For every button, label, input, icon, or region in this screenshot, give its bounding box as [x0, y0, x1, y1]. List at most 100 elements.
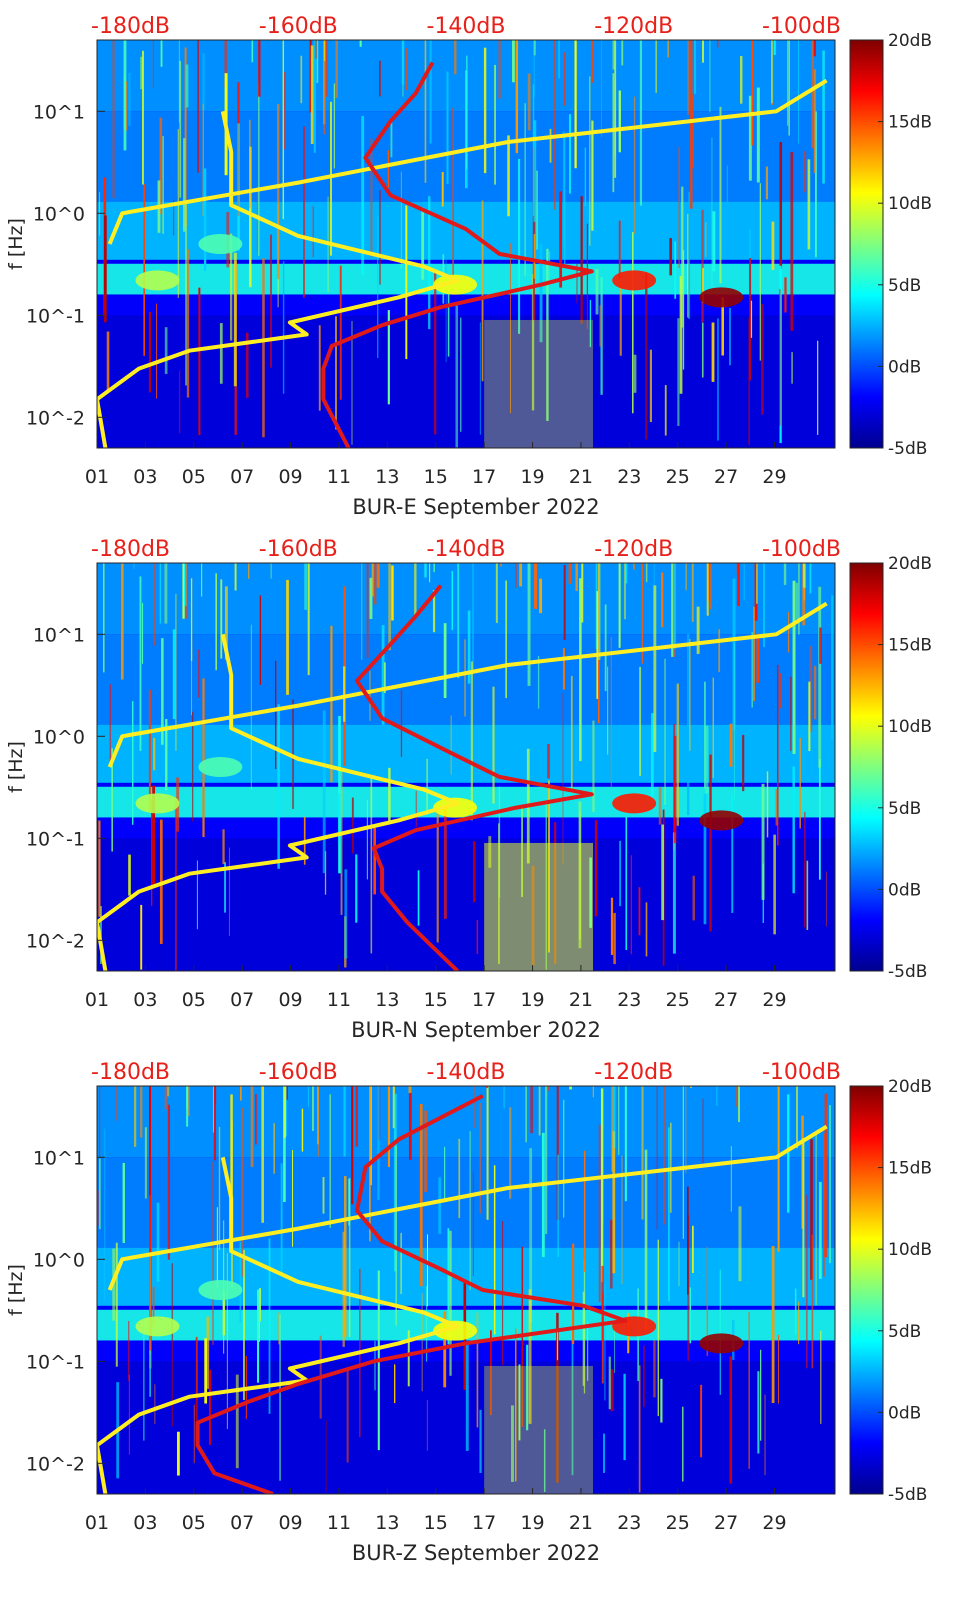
top-db-tick-label: -120dB: [594, 537, 673, 562]
spectrogram-streak: [377, 1086, 380, 1200]
spectrogram-streak: [120, 563, 124, 680]
top-db-tick-label: -140dB: [427, 1060, 506, 1085]
spectrogram-streak: [243, 1249, 245, 1401]
spectrogram-streak: [376, 563, 380, 588]
spectrogram-streak: [344, 869, 348, 959]
spectrogram-streak: [476, 1312, 479, 1428]
spectrogram-streak: [533, 120, 537, 222]
spectrogram-streak: [790, 151, 794, 331]
spectrogram-streak: [549, 128, 552, 163]
plot-frame: [96, 562, 836, 972]
spectrogram-streak: [186, 249, 190, 398]
spectrogram-streak: [421, 207, 425, 280]
top-db-tick-label: -100dB: [762, 1060, 841, 1085]
spectrogram-streak: [106, 331, 110, 393]
spectrogram-streak: [407, 1330, 410, 1387]
spectrogram-streak: [387, 150, 390, 188]
spectrogram-streak: [717, 318, 719, 441]
spectrogram-streak: [751, 40, 754, 146]
spectrogram-streak: [99, 192, 101, 236]
spectrogram-streak: [179, 60, 182, 198]
spectrogram-streak: [776, 664, 779, 846]
spectrogram-streak: [359, 40, 362, 47]
spectrogram-streak: [343, 1176, 347, 1337]
spectrogram-streak: [426, 1400, 428, 1451]
spectrogram-streak: [387, 310, 390, 405]
spectrogram-streak: [472, 1172, 474, 1276]
spectrogram-streak: [798, 1301, 800, 1345]
x-tick-label: 05: [182, 989, 206, 1011]
top-db-tick-label: -180dB: [91, 537, 170, 562]
spectrogram-streak: [250, 624, 252, 790]
spectrogram-streak: [621, 1155, 623, 1285]
spectrogram-streak: [589, 299, 592, 348]
spectrogram-streak: [692, 875, 695, 921]
spectrogram-streak: [507, 135, 510, 217]
spectrogram-streak: [384, 662, 386, 693]
spectrogram-streak: [607, 666, 609, 755]
spectrogram-streak: [414, 563, 417, 615]
spectrogram-streak: [576, 263, 578, 304]
spectrogram-streak: [280, 1163, 283, 1274]
spectrogram-streak: [818, 1181, 822, 1279]
spectrogram-streak: [122, 1162, 125, 1244]
x-tick-label: 13: [375, 466, 399, 488]
spectrogram-band: [97, 1086, 835, 1158]
spectrogram-streak: [546, 1086, 550, 1092]
x-tick-label: 19: [520, 1512, 544, 1534]
y-axis-label: f [Hz]: [5, 1264, 27, 1316]
spectrogram-streak: [515, 1328, 517, 1482]
spectrogram-streak: [452, 107, 455, 286]
colorbar-tick-label: -5dB: [888, 962, 927, 982]
spectrogram-streak: [395, 1146, 397, 1326]
spectrogram-streak: [307, 563, 310, 676]
spectrogram-energy-blob: [135, 1316, 180, 1337]
spectrogram-streak: [667, 40, 669, 58]
x-tick-label: 27: [714, 989, 738, 1011]
spectrogram-streak: [282, 261, 285, 394]
spectrogram-streak: [212, 1086, 215, 1133]
spectrogram-streak: [777, 1086, 780, 1252]
spectrogram-streak: [672, 832, 676, 954]
spectrogram-streak: [761, 304, 764, 415]
x-tick-label: 07: [230, 466, 254, 488]
spectrogram-streak: [284, 72, 286, 150]
spectrogram-streak: [664, 658, 666, 805]
spectrogram-energy-blob: [135, 793, 180, 814]
spectrogram-streak: [498, 786, 501, 898]
spectrogram-streak: [726, 165, 728, 247]
spectrogram-streak: [817, 340, 819, 435]
x-tick-label: 25: [666, 1512, 690, 1534]
spectrogram-streak: [204, 1338, 208, 1404]
spectrogram-streak: [598, 1124, 601, 1303]
spectrogram-streak: [251, 40, 254, 63]
spectrogram-streak: [512, 40, 515, 83]
x-tick-label: 05: [182, 466, 206, 488]
spectrogram-streak: [149, 1350, 151, 1397]
spectrogram-streak: [485, 1086, 489, 1088]
spectrogram-streak: [611, 1086, 614, 1172]
spectrogram-streak: [224, 40, 227, 88]
spectrogram-streak: [111, 748, 113, 852]
spectrogram-streak: [257, 1289, 260, 1383]
spectrogram-streak: [377, 216, 379, 359]
spectrogram-streak: [795, 582, 798, 620]
spectrogram-streak: [829, 1104, 831, 1264]
spectrogram-streak: [178, 40, 180, 123]
colorbar-tick-label: 10dB: [888, 1240, 932, 1260]
spectrogram-band: [97, 315, 835, 448]
spectrogram-streak: [421, 1293, 423, 1392]
spectrogram-streak: [343, 1086, 346, 1157]
spectrogram-streak: [574, 40, 577, 169]
spectrogram-streak: [536, 170, 538, 250]
x-tick-label: 19: [520, 989, 544, 1011]
spectrogram-streak: [167, 1086, 170, 1097]
spectrogram-streak: [312, 1086, 314, 1131]
spectrogram-streak: [490, 1330, 492, 1416]
spectrogram-streak: [348, 1178, 351, 1226]
spectrogram-streak: [454, 40, 457, 75]
spectrogram-streak: [519, 563, 523, 587]
spectrogram-streak: [393, 1093, 397, 1272]
spectrogram-streak: [608, 1356, 611, 1410]
spectrogram-streak: [292, 1149, 294, 1247]
